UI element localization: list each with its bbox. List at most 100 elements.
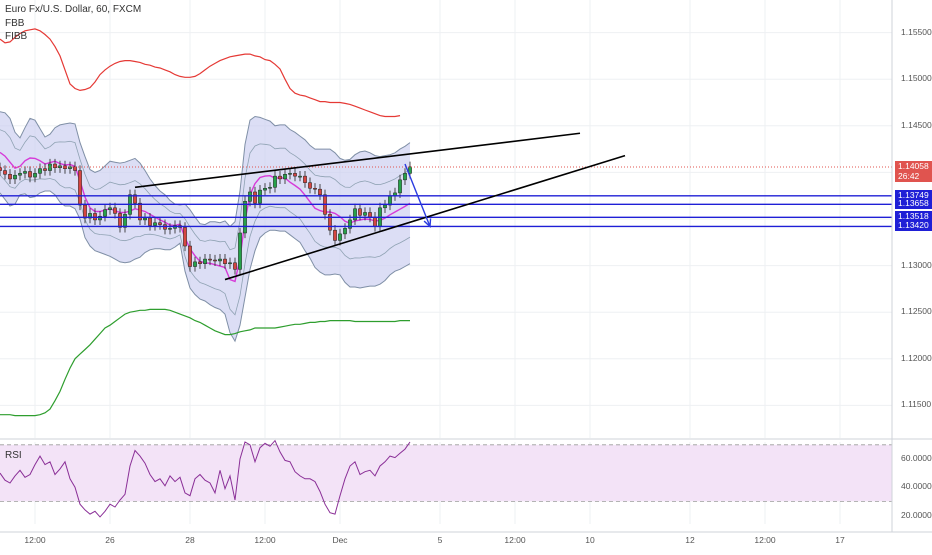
candle-body: [138, 202, 142, 221]
fib-band-line: [0, 174, 411, 316]
candle-body: [83, 204, 87, 219]
outer-upper-band: [0, 28, 401, 118]
candle-body: [333, 229, 337, 241]
candle-body: [208, 258, 212, 261]
candle-body: [98, 215, 102, 221]
candle-body: [13, 174, 17, 180]
price-tick-label: 1.11500: [901, 399, 932, 410]
candle-body: [28, 171, 32, 178]
price-tick-label: 1.14500: [901, 119, 932, 130]
price-tag: 1.13749: [895, 189, 932, 201]
price-tag: 1.13658: [895, 198, 932, 210]
candle-body: [213, 259, 217, 262]
candle-body: [223, 258, 227, 264]
candle-body: [3, 170, 7, 175]
candle-body: [133, 194, 137, 204]
projection-arrow: [404, 163, 431, 227]
candle-body: [43, 168, 47, 171]
candle-body: [18, 173, 22, 176]
candle-body: [153, 222, 157, 226]
price-tag: 1.14058: [895, 160, 932, 172]
bollinger-lower-line: [0, 190, 411, 343]
time-tick-label: 12:00: [504, 535, 526, 545]
trendline: [134, 132, 581, 189]
candle-body: [78, 170, 82, 206]
candle-body: [158, 222, 162, 225]
projection-arrow-head: [423, 218, 432, 228]
price-tick-label: 1.15500: [901, 26, 932, 37]
candle-body: [403, 173, 407, 181]
time-tick-label: 17: [835, 535, 845, 545]
fib-band-line: [0, 129, 411, 251]
bollinger-upper-line: [0, 111, 411, 228]
chart-title: Euro Fx/U.S. Dollar, 60, FXCM: [5, 4, 142, 15]
candle-body: [108, 207, 112, 210]
candle-body: [268, 187, 272, 189]
time-tick-label: 12:00: [24, 535, 46, 545]
price-tag: 1.13420: [895, 220, 932, 232]
price-tag: 26:42: [895, 171, 932, 183]
price-tick-label: 1.13000: [901, 259, 932, 270]
candle-body: [258, 189, 262, 204]
rsi-panel: [0, 439, 892, 518]
candle-body: [118, 213, 122, 228]
rsi-label[interactable]: RSI: [5, 450, 22, 461]
candle-body: [313, 187, 317, 190]
candle-body: [53, 163, 57, 168]
candle-body: [383, 204, 387, 209]
candle-body: [398, 179, 402, 194]
candle-body: [308, 182, 312, 189]
candle-body: [248, 191, 252, 202]
candle-body: [408, 166, 412, 174]
candle-body: [103, 209, 107, 217]
candle-body: [148, 217, 152, 226]
candle-body: [343, 228, 347, 235]
candle-body: [373, 216, 377, 227]
candle-body: [303, 175, 307, 183]
candle-body: [348, 219, 352, 229]
price-tick-label: 1.12500: [901, 306, 932, 317]
candle-body: [238, 232, 242, 270]
candle-body: [143, 217, 147, 221]
candle-body: [38, 168, 42, 174]
outer-lower-band: [0, 308, 410, 417]
trendline: [224, 154, 626, 281]
rsi-band-fill: [0, 444, 892, 502]
candle-body: [8, 174, 12, 180]
candle-body: [123, 214, 127, 228]
candle-body: [283, 174, 287, 180]
candle-body: [298, 175, 302, 178]
time-tick-label: Dec: [332, 535, 348, 545]
indicator-fbb-label[interactable]: FBB: [5, 18, 25, 29]
time-tick-label: 12:00: [754, 535, 776, 545]
candle-body: [23, 171, 27, 174]
candle-body: [358, 208, 362, 216]
candle-body: [183, 227, 187, 247]
candle-body: [193, 261, 197, 267]
candle-body: [203, 258, 207, 264]
time-tick-label: 12: [685, 535, 695, 545]
price-tag: 1.13518: [895, 211, 932, 223]
candle-body: [278, 175, 282, 180]
candle-body: [263, 187, 267, 191]
time-tick-label: 26: [105, 535, 115, 545]
indicator-fibb-label[interactable]: FIBB: [5, 31, 28, 42]
candle-body: [88, 213, 92, 219]
candle-body: [293, 173, 297, 177]
time-tick-label: 10: [585, 535, 595, 545]
time-tick-label: 12:00: [254, 535, 276, 545]
candle-body: [328, 214, 332, 231]
price-tick-label: 1.15000: [901, 73, 932, 84]
candle-body: [168, 228, 172, 230]
rsi-tick-label: 40.0000: [901, 481, 932, 492]
candle-body: [198, 261, 202, 264]
candle-body: [0, 167, 2, 171]
rsi-tick-label: 60.0000: [901, 452, 932, 463]
candle-body: [288, 173, 292, 175]
candle-body: [318, 188, 322, 196]
candle-body: [368, 212, 372, 218]
time-tick-label: 5: [437, 535, 443, 545]
candle-body: [218, 258, 222, 262]
